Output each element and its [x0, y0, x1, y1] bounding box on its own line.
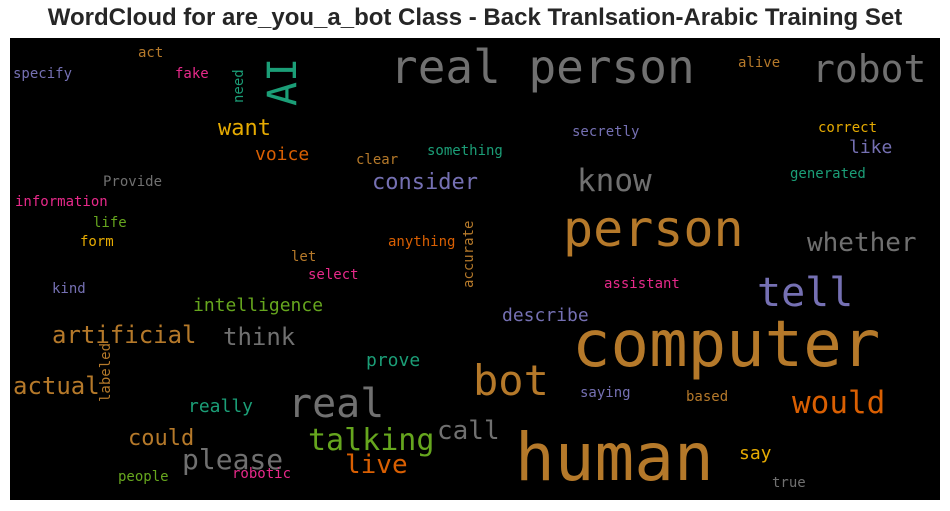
word-form: form: [80, 234, 114, 250]
word-act: act: [138, 45, 164, 61]
word-fake: fake: [175, 66, 209, 82]
word-talking: talking: [308, 423, 435, 458]
word-clear: clear: [356, 152, 399, 168]
word-computer: computer: [572, 308, 881, 382]
word-information: information: [15, 194, 108, 210]
word-like: like: [849, 137, 893, 158]
word-cloud: human computer person real person robot …: [10, 38, 940, 500]
word-ai: AI: [260, 57, 306, 106]
word-call: call: [437, 416, 500, 446]
word-robot: robot: [812, 47, 927, 91]
word-whether: whether: [807, 228, 917, 258]
word-labeled: labeled: [98, 342, 114, 402]
word-true: true: [772, 475, 806, 491]
word-saying: saying: [580, 385, 631, 401]
word-real: real: [288, 381, 385, 427]
word-bot: bot: [473, 356, 549, 405]
word-accurate: accurate: [461, 220, 477, 288]
word-tell: tell: [757, 270, 854, 316]
word-person: person: [563, 200, 744, 258]
word-voice: voice: [255, 144, 310, 165]
word-consider: consider: [372, 170, 478, 195]
word-would: would: [792, 385, 886, 421]
word-specify: specify: [13, 66, 73, 82]
word-describe: describe: [502, 305, 589, 326]
word-assistant: assistant: [604, 276, 680, 292]
word-alive: alive: [738, 55, 781, 71]
word-say: say: [739, 443, 772, 464]
word-human: human: [515, 419, 714, 496]
word-live: live: [345, 450, 408, 480]
word-something: something: [427, 143, 503, 159]
word-prove: prove: [366, 350, 421, 371]
chart-title: WordCloud for are_you_a_bot Class - Back…: [47, 4, 903, 31]
word-based: based: [686, 389, 729, 405]
word-let: let: [291, 249, 317, 265]
word-think: think: [223, 323, 296, 351]
word-provide: Provide: [103, 174, 163, 190]
word-want: want: [218, 116, 271, 141]
word-anything: anything: [388, 234, 456, 250]
word-people: people: [118, 469, 169, 485]
word-actual: actual: [13, 372, 100, 400]
word-generated: generated: [790, 166, 866, 182]
word-real-person: real person: [390, 40, 695, 94]
word-life: life: [93, 215, 127, 231]
word-robotic: robotic: [232, 466, 292, 482]
word-could: could: [128, 426, 195, 451]
word-kind: kind: [52, 281, 86, 297]
word-really: really: [188, 396, 254, 417]
word-artificial: artificial: [52, 321, 197, 349]
word-intelligence: intelligence: [193, 295, 324, 316]
word-please: please: [182, 443, 284, 476]
word-secretly: secretly: [572, 124, 640, 140]
word-know: know: [577, 163, 652, 199]
word-correct: correct: [818, 120, 878, 136]
word-select: select: [308, 267, 359, 283]
word-need: need: [231, 69, 247, 103]
